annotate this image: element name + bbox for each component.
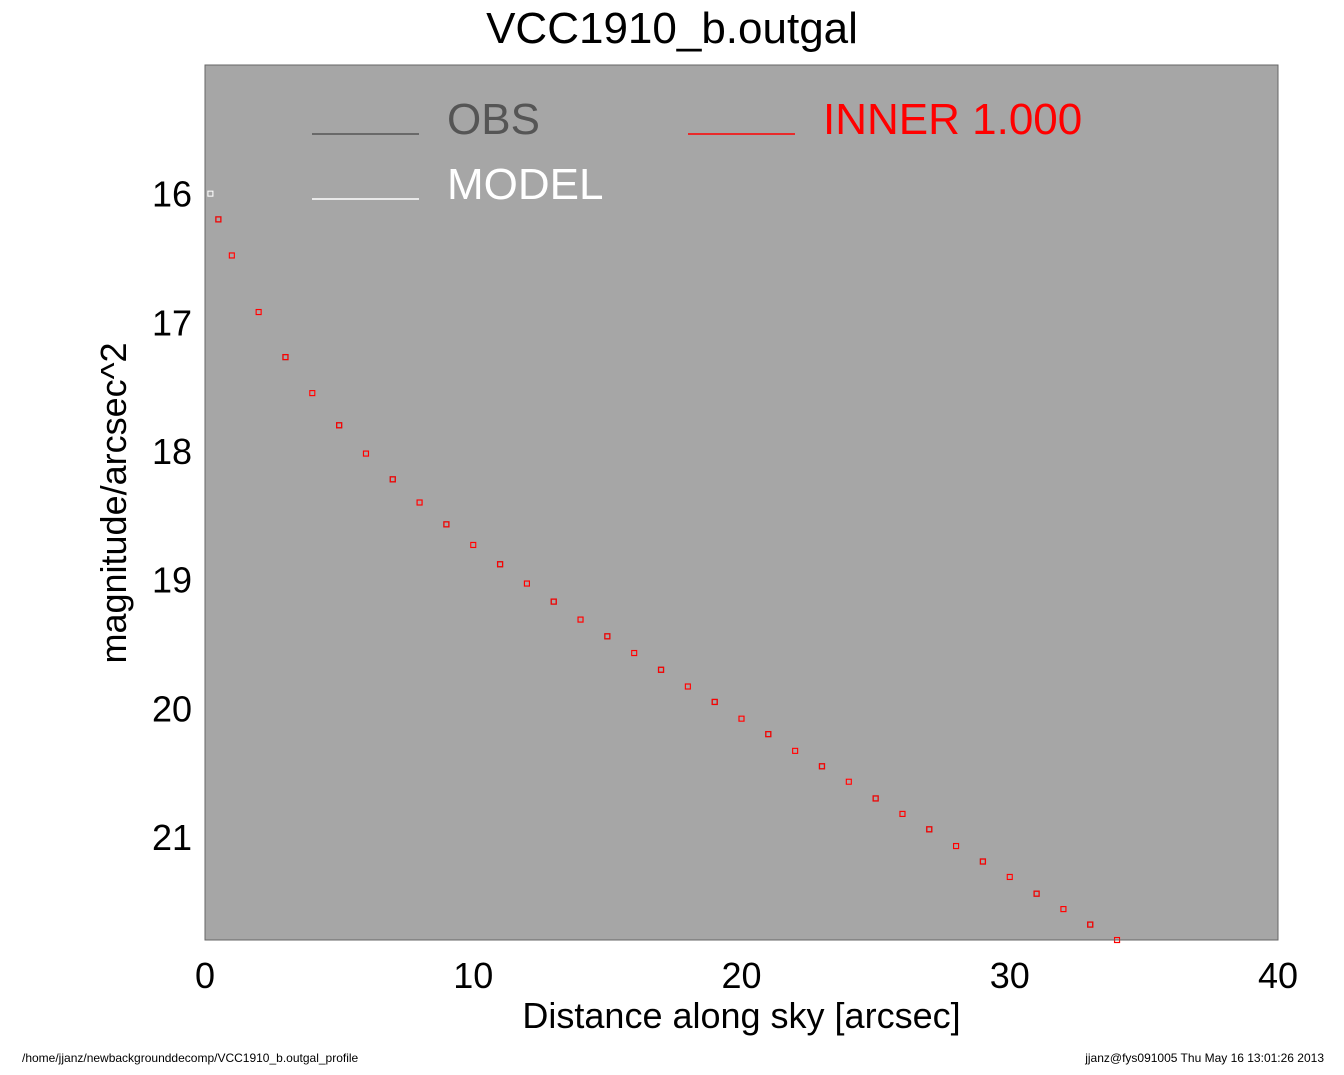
series-2-point-21 (765, 731, 772, 738)
series-2-point-7 (389, 476, 396, 483)
series-2-point-16 (631, 649, 638, 657)
series-2-point-2 (255, 308, 262, 316)
y-tick-label-1: 17 (152, 302, 192, 343)
series-2-point-6 (362, 450, 370, 457)
series-2-point-20 (738, 715, 745, 722)
series-2-point-14 (577, 616, 584, 623)
plot-area (205, 65, 1278, 940)
series-2-point-26 (899, 810, 906, 817)
series-2-point-4 (309, 390, 316, 397)
x-tick-label-3: 30 (990, 955, 1030, 996)
series-2-point-28 (952, 842, 960, 850)
legend-label-2: INNER 1.000 (823, 95, 1082, 144)
series-2-point-3 (282, 353, 289, 361)
y-tick-label-2: 18 (152, 431, 192, 472)
series-2-point-27 (926, 826, 933, 833)
scatter-marks (207, 190, 1121, 944)
series-2-point-31 (1033, 890, 1040, 897)
series-1-point-0 (207, 190, 214, 197)
series-2-point-23 (818, 763, 826, 770)
series-2-point-8 (416, 499, 423, 506)
series-2-point-11 (496, 561, 504, 568)
y-tick-label-5: 21 (152, 817, 192, 858)
series-2-point-15 (604, 633, 611, 640)
series-2-point-1 (228, 252, 235, 259)
x-tick-label-2: 20 (721, 955, 761, 996)
legend-label-1: MODEL (447, 160, 603, 209)
series-2-point-13 (550, 598, 557, 605)
x-axis-label: Distance along sky [arcsec] (522, 995, 960, 1036)
series-2-point-0 (215, 216, 222, 223)
series-2-point-32 (1060, 906, 1067, 913)
legend: OBS MODEL INNER 1.000 (312, 95, 1082, 209)
series-2-point-5 (336, 422, 343, 429)
series-2-point-19 (711, 698, 718, 706)
y-tick-label-0: 16 (152, 174, 192, 215)
chart-title: VCC1910_b.outgal (486, 4, 858, 53)
footer-stamp: jjanz@fys091005 Thu May 16 13:01:26 2013 (1085, 1051, 1324, 1065)
series-2-point-17 (657, 666, 665, 673)
y-axis-label: magnitude/arcsec^2 (93, 342, 134, 663)
legend-label-0: OBS (447, 95, 540, 144)
series-2-point-22 (792, 747, 799, 754)
series-2-point-18 (684, 683, 691, 690)
series-2-point-9 (443, 521, 450, 528)
axes: 0 10 20 30 40 16 17 18 19 20 21 Distance along sky … (93, 64, 1298, 1036)
series-2-point-30 (1006, 873, 1013, 881)
footer-path: /home/jjanz/newbackgrounddecomp/VCC1910_… (22, 1051, 359, 1065)
x-tick-label-4: 40 (1258, 955, 1298, 996)
series-2-point-12 (523, 580, 531, 587)
series-2-point-10 (470, 541, 477, 549)
series-2-point-24 (845, 778, 852, 785)
y-tick-label-4: 20 (152, 688, 192, 729)
x-tick-label-0: 0 (195, 955, 215, 996)
series-2-point-33 (1087, 921, 1094, 928)
series-2-point-29 (979, 858, 987, 865)
x-tick-label-1: 10 (453, 955, 493, 996)
y-tick-label-3: 19 (152, 560, 192, 601)
plot-frame (204, 64, 1279, 941)
series-2-point-25 (872, 795, 879, 802)
